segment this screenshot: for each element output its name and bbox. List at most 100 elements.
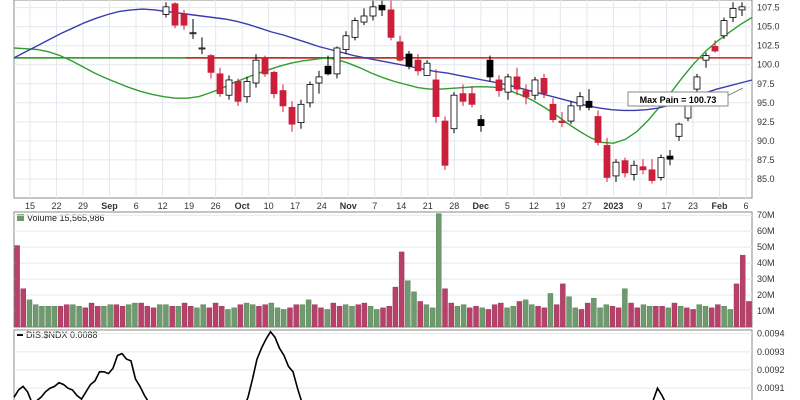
candle-body	[675, 123, 683, 137]
volume-bar	[305, 299, 312, 328]
volume-bar	[76, 306, 82, 328]
x-tick-label: 9	[637, 201, 642, 211]
volume-bar	[212, 302, 219, 328]
ratio-panel-frame	[13, 329, 753, 400]
x-tick-label: 6	[743, 201, 748, 211]
volume-bar	[287, 307, 293, 328]
candle-body	[261, 58, 269, 75]
volume-bar	[169, 306, 175, 328]
x-tick-label: 17	[661, 201, 671, 211]
x-tick-label: 6	[134, 201, 139, 211]
candle-body	[252, 59, 260, 84]
volume-bar	[219, 306, 225, 328]
volume-bar	[535, 306, 541, 328]
volume-bar	[460, 304, 467, 328]
x-tick-label: 10	[264, 201, 274, 211]
volume-bar	[138, 302, 144, 328]
x-tick-label: 5	[505, 201, 510, 211]
ratio-line	[13, 330, 666, 400]
x-tick-label: 26	[211, 201, 221, 211]
ratio-grid	[14, 333, 752, 389]
volume-bar	[330, 302, 337, 328]
volume-bar	[95, 306, 101, 328]
ratio-y-tick-label: 0.0094	[757, 329, 785, 339]
date-x-axis: 15 22 29 Sep 6 12 19 26 Oct 10 17 24 Nov 7 14 21 28 Dec 5 1…	[25, 201, 749, 211]
volume-bar	[690, 309, 696, 328]
x-tick-label: Feb	[711, 201, 728, 211]
volume-bar	[39, 306, 45, 328]
volume-bar	[119, 306, 126, 328]
volume-bar	[708, 307, 715, 328]
long-moving-average-line	[13, 8, 753, 112]
volume-bar	[293, 304, 299, 328]
x-tick-label: 17	[290, 201, 300, 211]
candle-body	[576, 96, 584, 107]
x-tick-label: 28	[449, 201, 459, 211]
volume-bar	[436, 213, 442, 328]
x-tick-label: 14	[396, 201, 406, 211]
volume-bar	[386, 306, 392, 328]
volume-bar	[653, 306, 659, 328]
volume-y-tick-label: 20M	[757, 290, 775, 300]
candle-body	[693, 76, 701, 90]
candle-body	[207, 55, 215, 73]
volume-legend-swatch	[17, 214, 24, 221]
volume-bar	[150, 307, 157, 328]
volume-bar	[628, 302, 634, 328]
volume-bar	[423, 304, 430, 328]
ratio-title: DIS:$NDX 0.0088	[26, 330, 98, 340]
volume-panel: Volume 15,565,986 10M 20M 30M 40M 50M 60M 70M	[13, 210, 775, 328]
volume-bar	[163, 304, 169, 328]
volume-y-tick-label: 50M	[757, 242, 775, 252]
volume-bar	[473, 306, 479, 328]
candle-body	[423, 62, 431, 76]
volume-bar	[485, 309, 492, 328]
candle-body	[666, 155, 674, 160]
candle-body	[189, 32, 197, 35]
max-pain-label: Max Pain = 100.73	[640, 95, 717, 105]
candle-body	[477, 119, 485, 127]
price-y-tick-label: 107.5	[757, 3, 780, 13]
volume-bar	[82, 307, 89, 328]
volume-y-tick-label: 30M	[757, 274, 775, 284]
volume-bar	[597, 307, 603, 328]
volume-bar	[603, 304, 609, 328]
volume-bar	[746, 301, 752, 328]
volume-bar	[467, 307, 473, 328]
candle-body	[648, 169, 656, 181]
volume-bar	[442, 288, 448, 328]
volume-bar	[677, 306, 684, 328]
volume-bar	[262, 304, 268, 328]
x-tick-label: 12	[529, 201, 539, 211]
price-y-tick-label: 97.5	[757, 79, 775, 89]
candle-body	[360, 15, 368, 23]
candle-body	[378, 4, 386, 11]
candle-body	[198, 47, 206, 50]
candle-body	[594, 116, 602, 143]
volume-bar	[715, 304, 721, 328]
candle-body	[450, 94, 458, 130]
volume-bar	[417, 301, 423, 328]
x-tick-label: 21	[423, 201, 433, 211]
volume-bar	[560, 283, 566, 328]
volume-bar	[634, 307, 640, 328]
candle-body	[369, 6, 377, 17]
volume-bar	[14, 245, 20, 328]
candle-body	[297, 103, 305, 124]
volume-bar	[733, 283, 740, 328]
volume-bar	[64, 304, 70, 328]
candle-body	[351, 20, 359, 38]
volume-bar	[355, 304, 361, 328]
volume-bar	[491, 304, 498, 328]
volume-bar	[541, 307, 547, 328]
volume-bar	[529, 304, 535, 328]
volume-bar	[175, 306, 182, 328]
volume-bar	[553, 304, 560, 328]
candle-body	[720, 20, 728, 37]
volume-bar	[88, 302, 95, 328]
volume-y-axis: 10M 20M 30M 40M 50M 60M 70M	[757, 210, 775, 316]
volume-bar	[739, 254, 746, 328]
volume-bar	[566, 296, 572, 328]
candle-body	[279, 90, 287, 107]
